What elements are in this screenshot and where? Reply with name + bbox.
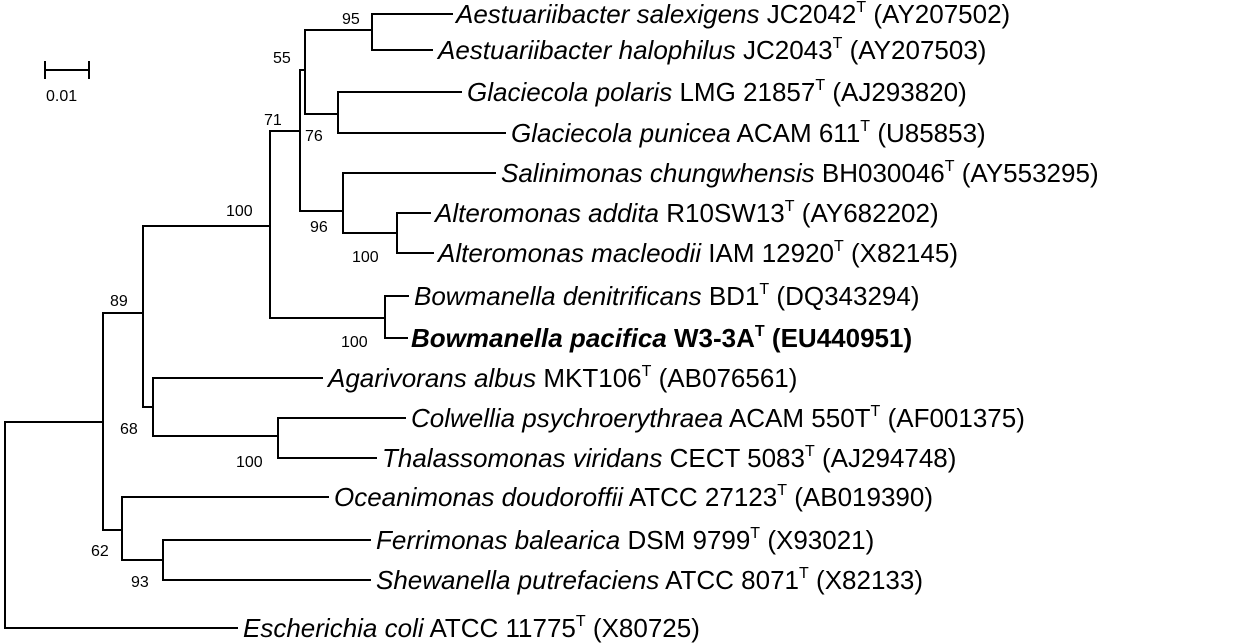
bootstrap-value: 76 — [305, 128, 323, 145]
bootstrap-value: 96 — [310, 219, 328, 236]
bootstrap-value: 55 — [273, 50, 291, 67]
bootstrap-value: 100 — [352, 249, 379, 266]
taxon-label: Glaciecola punicea ACAM 611T (U85853) — [511, 107, 986, 148]
bootstrap-value: 100 — [236, 454, 263, 471]
taxon-label: Salinimonas chungwhensis BH030046T (AY55… — [501, 147, 1099, 188]
bootstrap-values: 95 55 76 71 96 100 100 100 89 68 100 62 … — [91, 11, 379, 591]
bootstrap-value: 93 — [131, 574, 149, 591]
bootstrap-value: 95 — [342, 11, 360, 28]
scale-bar-label: 0.01 — [46, 88, 77, 105]
bootstrap-value: 89 — [110, 293, 128, 310]
taxon-label: Agarivorans albus MKT106T (AB076561) — [326, 352, 797, 393]
taxon-label: Glaciecola polaris LMG 21857T (AJ293820) — [467, 66, 967, 107]
bootstrap-value: 100 — [341, 334, 368, 351]
taxon-label: Oceanimonas doudoroffii ATCC 27123T (AB0… — [334, 471, 933, 512]
bootstrap-value: 100 — [226, 203, 253, 220]
taxon-label: Aestuariibacter salexigens JC2042T (AY20… — [454, 0, 1010, 29]
taxon-label: Alteromonas addita R10SW13T (AY682202) — [433, 187, 939, 228]
taxon-label: Escherichia coli ATCC 11775T (X80725) — [243, 602, 700, 643]
bootstrap-value: 71 — [264, 112, 282, 129]
taxon-labels: Aestuariibacter salexigens JC2042T (AY20… — [243, 0, 1099, 643]
taxon-label: Colwellia psychroerythraea ACAM 550TT (A… — [411, 392, 1025, 433]
taxon-label-highlighted: Bowmanella pacifica W3-3AT (EU440951) — [411, 312, 912, 353]
tree-branches — [4, 13, 506, 629]
bootstrap-value: 62 — [91, 543, 109, 560]
taxon-label: Thalassomonas viridans CECT 5083T (AJ294… — [382, 432, 956, 473]
scale-bar: 0.01 — [44, 61, 90, 105]
taxon-label: Alteromonas macleodii IAM 12920T (X82145… — [436, 227, 958, 268]
taxon-label: Ferrimonas balearica DSM 9799T (X93021) — [376, 514, 874, 555]
taxon-label: Aestuariibacter halophilus JC2043T (AY20… — [436, 24, 986, 65]
bootstrap-value: 68 — [120, 421, 138, 438]
taxon-label: Shewanella putrefaciens ATCC 8071T (X821… — [376, 554, 923, 595]
taxon-label: Bowmanella denitrificans BD1T (DQ343294) — [414, 270, 920, 311]
